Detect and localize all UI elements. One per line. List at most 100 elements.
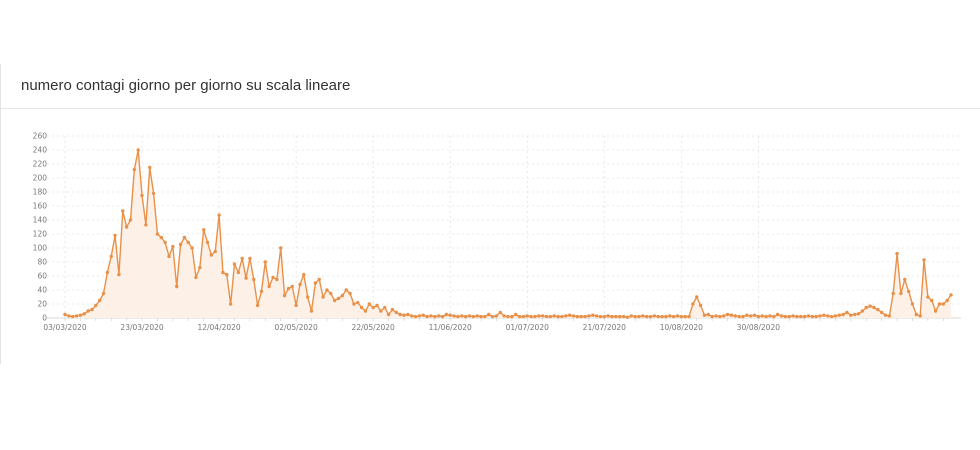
y-tick-label: 80 — [37, 258, 47, 267]
data-point — [86, 309, 90, 313]
data-point — [290, 284, 294, 289]
data-point — [390, 307, 395, 312]
card-header: numero contagi giorno per giorno su scal… — [1, 64, 980, 109]
chart-card: numero contagi giorno per giorno su scal… — [0, 64, 980, 364]
data-point — [456, 314, 460, 319]
data-point — [279, 246, 283, 250]
data-point — [799, 314, 803, 319]
data-point — [194, 275, 198, 280]
data-point — [899, 291, 903, 296]
y-tick-label: 140 — [33, 216, 48, 225]
data-point — [910, 302, 915, 306]
data-point — [151, 191, 156, 196]
data-point — [329, 291, 333, 296]
data-point — [833, 314, 838, 318]
data-point — [606, 314, 610, 318]
data-point — [371, 305, 375, 310]
data-point — [829, 314, 834, 319]
data-point — [783, 314, 788, 319]
data-point — [90, 307, 94, 312]
data-point — [109, 254, 113, 259]
data-point — [475, 314, 479, 318]
data-point — [860, 309, 865, 313]
data-point — [618, 314, 622, 319]
data-point — [386, 312, 391, 317]
data-point — [248, 256, 252, 261]
data-point — [945, 298, 949, 303]
data-point — [510, 314, 514, 319]
data-point — [221, 270, 225, 275]
data-point — [344, 288, 348, 292]
data-point — [182, 235, 187, 240]
data-point — [922, 258, 926, 262]
data-point — [641, 314, 645, 318]
data-point — [417, 314, 422, 318]
data-point — [879, 310, 884, 315]
x-tick-label: 30/08/2020 — [737, 323, 780, 332]
data-point — [872, 305, 876, 310]
data-point — [853, 312, 857, 317]
y-tick-label: 20 — [37, 300, 47, 309]
data-point — [340, 293, 345, 298]
data-point — [171, 244, 175, 249]
data-point — [225, 272, 229, 277]
data-point — [159, 235, 163, 240]
data-point — [402, 313, 406, 317]
data-point — [664, 314, 668, 319]
data-point — [259, 289, 264, 294]
data-point — [425, 314, 429, 319]
data-point — [178, 242, 183, 247]
data-point — [413, 314, 418, 319]
x-tick-label: 23/03/2020 — [120, 323, 163, 332]
data-point — [548, 314, 553, 319]
data-point — [383, 305, 387, 310]
data-point — [760, 314, 764, 318]
data-point — [429, 314, 433, 318]
data-point — [483, 314, 487, 319]
data-point — [209, 253, 214, 257]
data-point — [556, 314, 560, 319]
data-point — [741, 314, 745, 319]
data-point — [363, 309, 368, 313]
data-point — [544, 314, 549, 319]
data-point — [941, 302, 945, 306]
data-point — [625, 315, 630, 319]
data-point — [668, 314, 672, 318]
data-point — [529, 314, 533, 319]
data-point — [845, 310, 849, 315]
data-point — [933, 309, 938, 313]
data-point — [906, 289, 911, 294]
data-point — [463, 314, 468, 319]
data-point — [633, 314, 637, 319]
data-point — [537, 314, 541, 318]
data-point — [305, 295, 310, 299]
data-point — [144, 223, 148, 227]
data-point — [155, 232, 160, 236]
data-point — [74, 314, 79, 318]
data-point — [309, 309, 314, 313]
data-point — [410, 314, 414, 318]
data-point — [648, 314, 653, 319]
data-point — [714, 314, 718, 318]
data-point — [656, 314, 660, 319]
data-point — [263, 260, 268, 264]
data-point — [436, 314, 441, 318]
data-point — [121, 209, 125, 213]
data-point — [502, 314, 506, 318]
data-point — [818, 314, 822, 318]
data-point — [687, 314, 691, 319]
data-point — [614, 314, 618, 319]
y-tick-label: 0 — [42, 314, 47, 323]
data-point — [525, 314, 529, 318]
data-point — [540, 314, 545, 318]
data-point — [567, 313, 572, 317]
data-point — [679, 314, 684, 319]
data-point — [779, 314, 784, 318]
data-point — [706, 312, 711, 317]
data-point — [124, 225, 129, 229]
y-tick-label: 220 — [33, 160, 48, 169]
data-point — [514, 312, 518, 317]
data-point — [367, 302, 372, 306]
y-tick-label: 260 — [33, 132, 48, 141]
data-point — [895, 251, 899, 256]
